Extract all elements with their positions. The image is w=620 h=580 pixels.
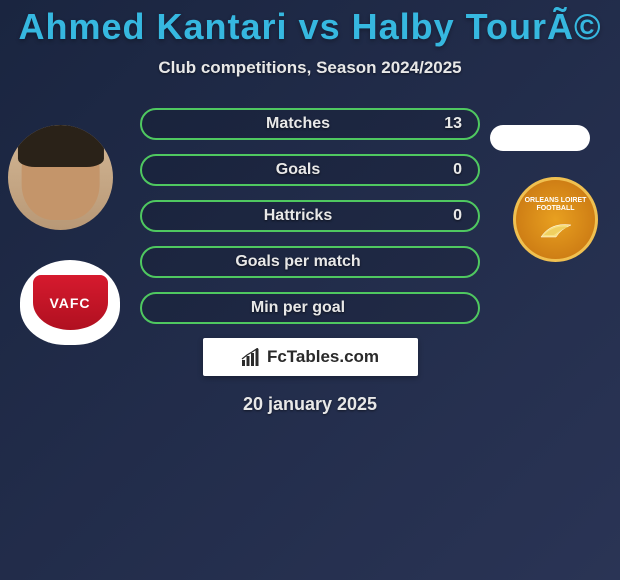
date-text: 20 january 2025 [0,394,620,415]
stat-value: 0 [438,207,462,225]
orleans-wing-icon [536,217,576,242]
stat-row: Hattricks 0 [140,200,480,232]
stat-label: Min per goal [158,299,438,317]
branding-box: FcTables.com [203,338,418,376]
stats-container: Matches 13 Goals 0 Hattricks 0 Goals per… [140,108,480,324]
stat-label: Hattricks [158,207,438,225]
stat-row: Goals per match [140,246,480,278]
club-badge-left: VAFC [20,260,120,345]
orleans-club-text: ORLEANS LOIRET FOOTBALL [516,197,595,212]
stat-label: Matches [158,115,438,133]
vafc-logo: VAFC [33,275,108,330]
season-subtitle: Club competitions, Season 2024/2025 [0,58,620,78]
player-left-avatar [8,125,113,230]
stat-row: Matches 13 [140,108,480,140]
stat-value: 0 [438,161,462,179]
brand-text: FcTables.com [267,347,379,367]
stat-label: Goals [158,161,438,179]
club-badge-right: ORLEANS LOIRET FOOTBALL [513,177,598,262]
comparison-title: Ahmed Kantari vs Halby TourÃ© [0,0,620,48]
chart-icon [241,348,261,366]
stat-value: 13 [438,115,462,133]
player-face-graphic [8,125,113,230]
player-right-placeholder [490,125,590,151]
stat-label: Goals per match [158,253,438,271]
stat-row: Goals 0 [140,154,480,186]
stat-row: Min per goal [140,292,480,324]
